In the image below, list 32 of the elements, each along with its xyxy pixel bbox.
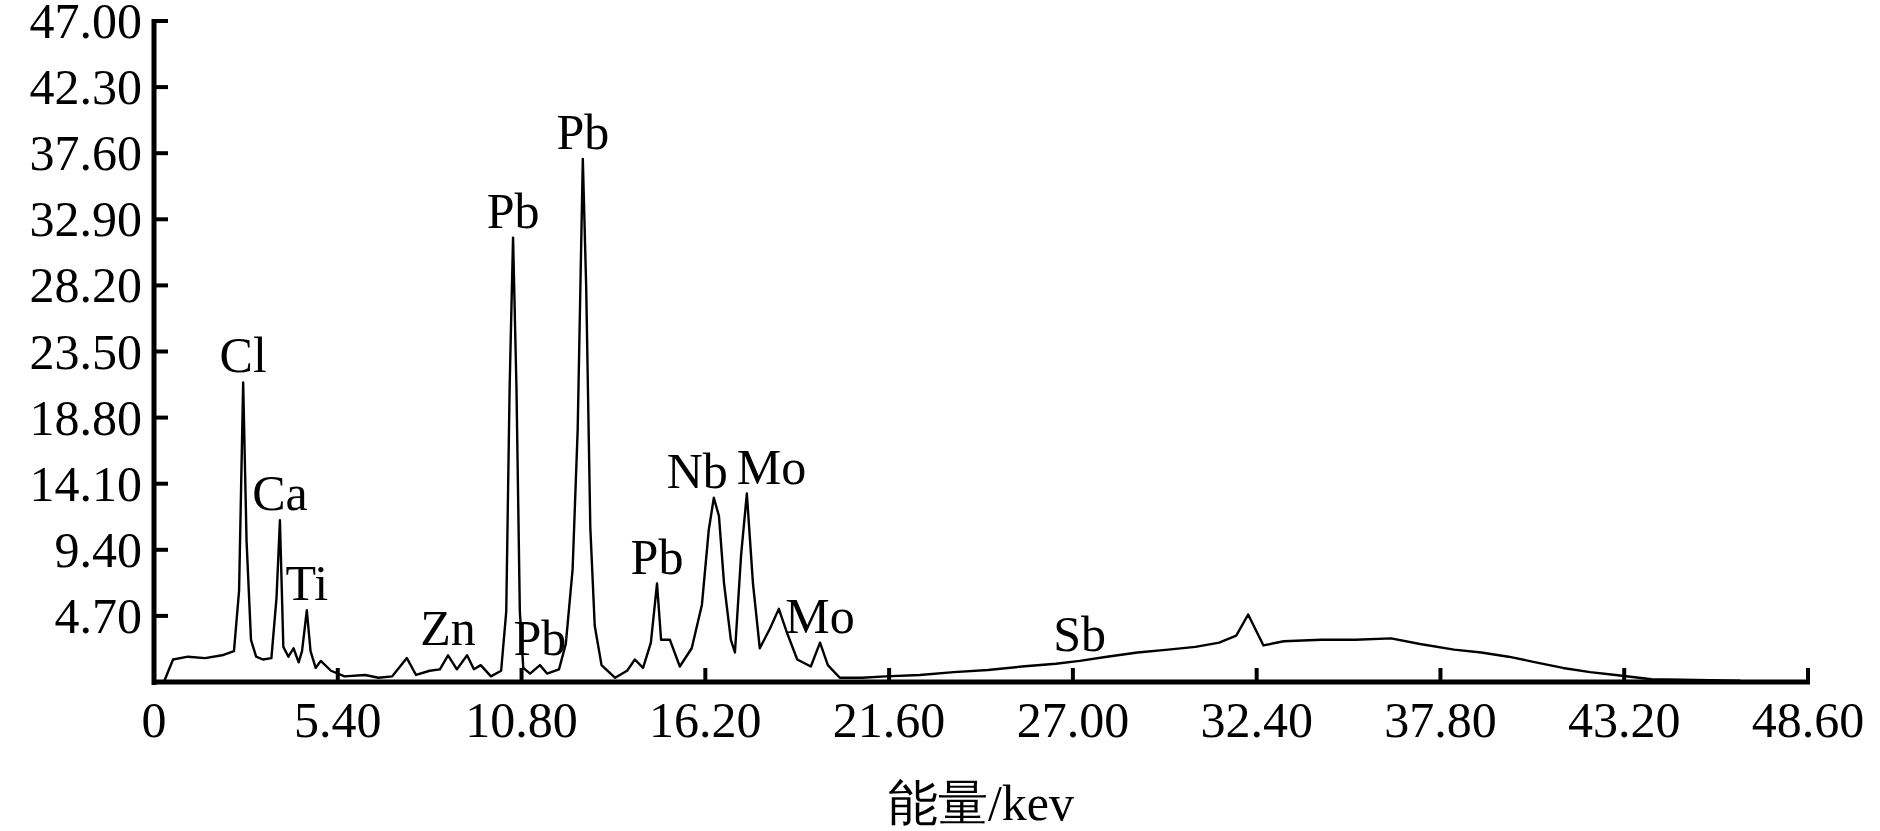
y-tick-label: 37.60: [29, 125, 142, 182]
y-tick-label: 32.90: [29, 191, 142, 248]
annotation: Zn: [420, 600, 476, 657]
x-tick-label: 37.80: [1384, 692, 1497, 748]
annotation: Ca: [252, 465, 308, 522]
y-tick-label: 14.10: [29, 455, 142, 512]
annotation: Pb: [630, 528, 684, 585]
y-tick-label: 42.30: [29, 59, 142, 116]
x-tick-label: 27.00: [1016, 692, 1130, 748]
y-tick-label: 47.00: [29, 0, 142, 49]
y-tick-label: 18.80: [29, 389, 142, 446]
annotation: Mo: [785, 587, 855, 644]
annotation: Pb: [556, 103, 610, 160]
x-tick-label: 21.60: [832, 692, 946, 748]
x-tick-label: 43.20: [1567, 692, 1681, 748]
y-tick-label: 23.50: [29, 323, 142, 380]
annotation: Pb: [486, 182, 540, 239]
x-tick-label: 48.60: [1751, 692, 1865, 748]
y-tick-label: 4.70: [54, 587, 142, 644]
y-tick-label: 28.20: [29, 257, 142, 314]
x-tick-label: 10.80: [465, 692, 578, 748]
annotation: Ti: [285, 555, 329, 612]
y-tick-label: 9.40: [54, 521, 142, 578]
annotation: Mo: [736, 438, 807, 495]
annotation: Cl: [219, 327, 267, 384]
annotation: Nb: [666, 442, 728, 499]
x-tick-label: 0: [141, 692, 167, 748]
x-tick-label: 16.20: [649, 692, 762, 748]
x-tick-label: 32.40: [1200, 692, 1313, 748]
annotation: Sb: [1053, 605, 1107, 662]
x-axis-title: 能量/kev: [887, 775, 1075, 831]
x-tick-label: 5.40: [294, 692, 382, 748]
